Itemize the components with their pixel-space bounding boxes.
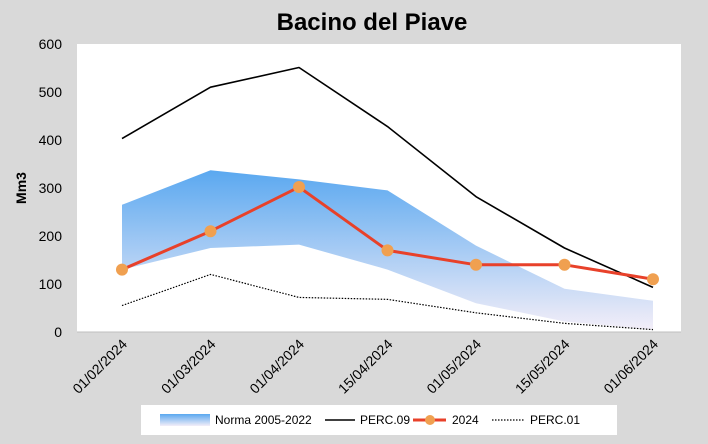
legend-swatch-2024-marker: [425, 415, 435, 425]
y-tick-label: 500: [39, 84, 63, 100]
legend-label-perc09: PERC.09: [360, 413, 410, 427]
x-tick-label: 15/05/2024: [512, 336, 573, 397]
series-point-2024: [558, 258, 571, 271]
y-axis-label: Mm3: [13, 172, 29, 204]
y-tick-label: 400: [39, 132, 63, 148]
series-point-2024: [116, 263, 128, 276]
series-line-perc01: [121, 273, 654, 331]
series-point-2024: [204, 225, 217, 238]
legend-label-2024: 2024: [452, 413, 479, 427]
markers-layer: [116, 181, 659, 286]
y-tick-label: 200: [39, 228, 63, 244]
y-tick-label: 0: [54, 324, 62, 340]
x-tick-label: 01/04/2024: [246, 336, 307, 397]
legend-label-perc01: PERC.01: [530, 413, 580, 427]
y-tick-label: 600: [39, 36, 63, 52]
x-tick-label: 01/03/2024: [158, 336, 219, 397]
x-tick-label: 15/04/2024: [335, 336, 396, 397]
series-point-2024: [647, 273, 659, 286]
legend: Norma 2005-2022 PERC.09 2024 PERC.01: [141, 405, 617, 435]
x-tick-label: 01/06/2024: [600, 336, 661, 397]
legend-box: [141, 405, 617, 435]
series-point-2024: [470, 258, 482, 271]
legend-swatch-band: [160, 414, 210, 426]
chart-title: Bacino del Piave: [277, 9, 468, 36]
legend-label-band: Norma 2005-2022: [215, 413, 312, 427]
series-point-2024: [293, 181, 305, 194]
series-point-2024: [381, 244, 394, 257]
x-tick-label: 01/05/2024: [423, 336, 484, 397]
y-tick-label: 300: [39, 180, 63, 196]
y-tick-label: 100: [39, 276, 63, 292]
x-tick-labels: 01/02/2024 01/03/2024 01/04/2024 15/04/2024…: [69, 336, 661, 397]
series-line-perc09: [121, 66, 654, 289]
x-tick-label: 01/02/2024: [69, 336, 130, 397]
y-tick-labels: 0 100 200 300 400 500 600: [39, 36, 63, 340]
